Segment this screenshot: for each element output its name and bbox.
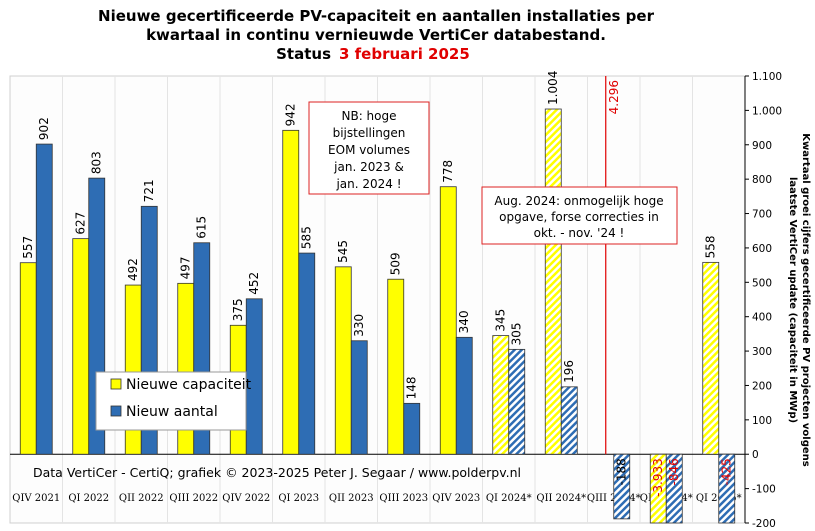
bar (492, 335, 510, 455)
annotation-text: okt. - nov. '24 ! (534, 226, 625, 240)
value-label: -188 (615, 458, 629, 485)
bar (560, 386, 578, 455)
x-tick-label: QII 2023 (329, 493, 374, 504)
value-label: 557 (21, 236, 35, 259)
bar (403, 402, 421, 455)
y-tick-label: 600 (752, 243, 772, 255)
bar (613, 453, 631, 520)
legend-swatch (110, 405, 122, 417)
value-label: 330 (352, 314, 366, 337)
value-label: 615 (195, 216, 209, 239)
value-label: 148 (405, 376, 419, 399)
annotation-text: jan. 2024 ! (335, 177, 401, 191)
annotation-text: Aug. 2024: onmogelijk hoge (494, 194, 663, 208)
value-label: 196 (562, 360, 576, 383)
chart-title: Nieuwe gecertificeerde PV-capaciteit en … (98, 7, 655, 25)
value-label: 492 (126, 258, 140, 281)
bar (455, 336, 473, 455)
bar (298, 252, 316, 455)
y-tick-label: 1.000 (752, 105, 782, 117)
value-label: 558 (704, 235, 718, 258)
bar (387, 278, 405, 455)
value-label: 902 (37, 117, 51, 140)
chart-title: kwartaal in continu vernieuwde VertiCer … (146, 26, 606, 44)
value-label: 375 (231, 298, 245, 321)
legend-swatch (110, 378, 122, 390)
annotation-box (308, 101, 430, 195)
x-tick-label: QI 2024* (486, 493, 532, 504)
annotation-text: bijstellingen (333, 126, 406, 140)
x-tick-label: QIII 2023 (379, 493, 428, 504)
y-tick-label: 400 (752, 312, 772, 324)
bar (334, 266, 352, 455)
value-label: 509 (389, 252, 403, 275)
value-label: 340 (457, 310, 471, 333)
bar (350, 340, 368, 455)
value-label: 585 (300, 226, 314, 249)
bar (508, 348, 526, 455)
y-tick-label: -100 (752, 484, 776, 496)
annotation-text: EOM volumes (328, 143, 410, 157)
bar (718, 453, 736, 524)
value-label: 778 (441, 160, 455, 183)
x-tick-label: QII 2024* (536, 493, 586, 504)
bar (282, 129, 300, 455)
y-tick-label: 200 (752, 380, 772, 392)
y-axis-label: Kwartaal groei cijfers gecertificeerde P… (800, 133, 811, 467)
legend-label: Nieuw aantal (126, 404, 218, 420)
y-tick-label: 100 (752, 415, 772, 427)
value-label: -425 (720, 458, 734, 485)
value-label: 305 (510, 322, 524, 345)
bar (19, 262, 37, 455)
value-label: 452 (247, 272, 261, 295)
value-label: -3.933 (651, 458, 665, 497)
annotation-text: NB: hoge (341, 109, 396, 123)
bar (72, 238, 90, 455)
bar (702, 261, 720, 455)
value-label: -846 (667, 458, 681, 485)
legend-label: Nieuwe capaciteit (126, 377, 252, 393)
value-label: 545 (336, 240, 350, 263)
x-tick-label: QIV 2022 (222, 493, 270, 504)
y-tick-label: 800 (752, 174, 772, 186)
value-label: 942 (284, 103, 298, 126)
value-label: 627 (74, 212, 88, 235)
y-tick-label: 1.100 (752, 71, 782, 83)
annotation-box (481, 186, 678, 245)
x-tick-label: QIV 2021 (12, 493, 60, 504)
bar (439, 186, 457, 455)
y-axis-label: laatste VertiCer update (capaciteit in M… (787, 177, 798, 423)
bar (544, 108, 562, 455)
status-label: Status (276, 45, 331, 63)
bar (35, 143, 53, 455)
x-tick-label: QIII 2022 (169, 493, 218, 504)
y-tick-label: 500 (752, 277, 772, 289)
y-tick-label: 900 (752, 140, 772, 152)
y-tick-label: 700 (752, 209, 772, 221)
bar (665, 453, 683, 524)
value-label: 803 (90, 151, 104, 174)
value-label: 4.296 (607, 80, 621, 114)
value-label: 497 (179, 256, 193, 279)
x-tick-label: QIV 2023 (432, 493, 480, 504)
y-tick-label: 0 (752, 449, 759, 461)
y-tick-label: -200 (752, 518, 776, 530)
value-label: 721 (142, 179, 156, 202)
status-date: 3 februari 2025 (339, 45, 470, 63)
credit: Data VertiCer - CertiQ; grafiek © 2023-2… (33, 465, 521, 480)
annotation-text: opgave, forse correcties in (499, 210, 659, 224)
y-tick-label: 300 (752, 346, 772, 358)
x-tick-label: QI 2023 (278, 493, 319, 504)
value-label: 1.004 (546, 71, 560, 105)
x-tick-label: QII 2022 (119, 493, 164, 504)
annotation-text: jan. 2023 & (333, 160, 404, 174)
x-tick-label: QI 2022 (68, 493, 109, 504)
value-label: 345 (494, 309, 508, 332)
